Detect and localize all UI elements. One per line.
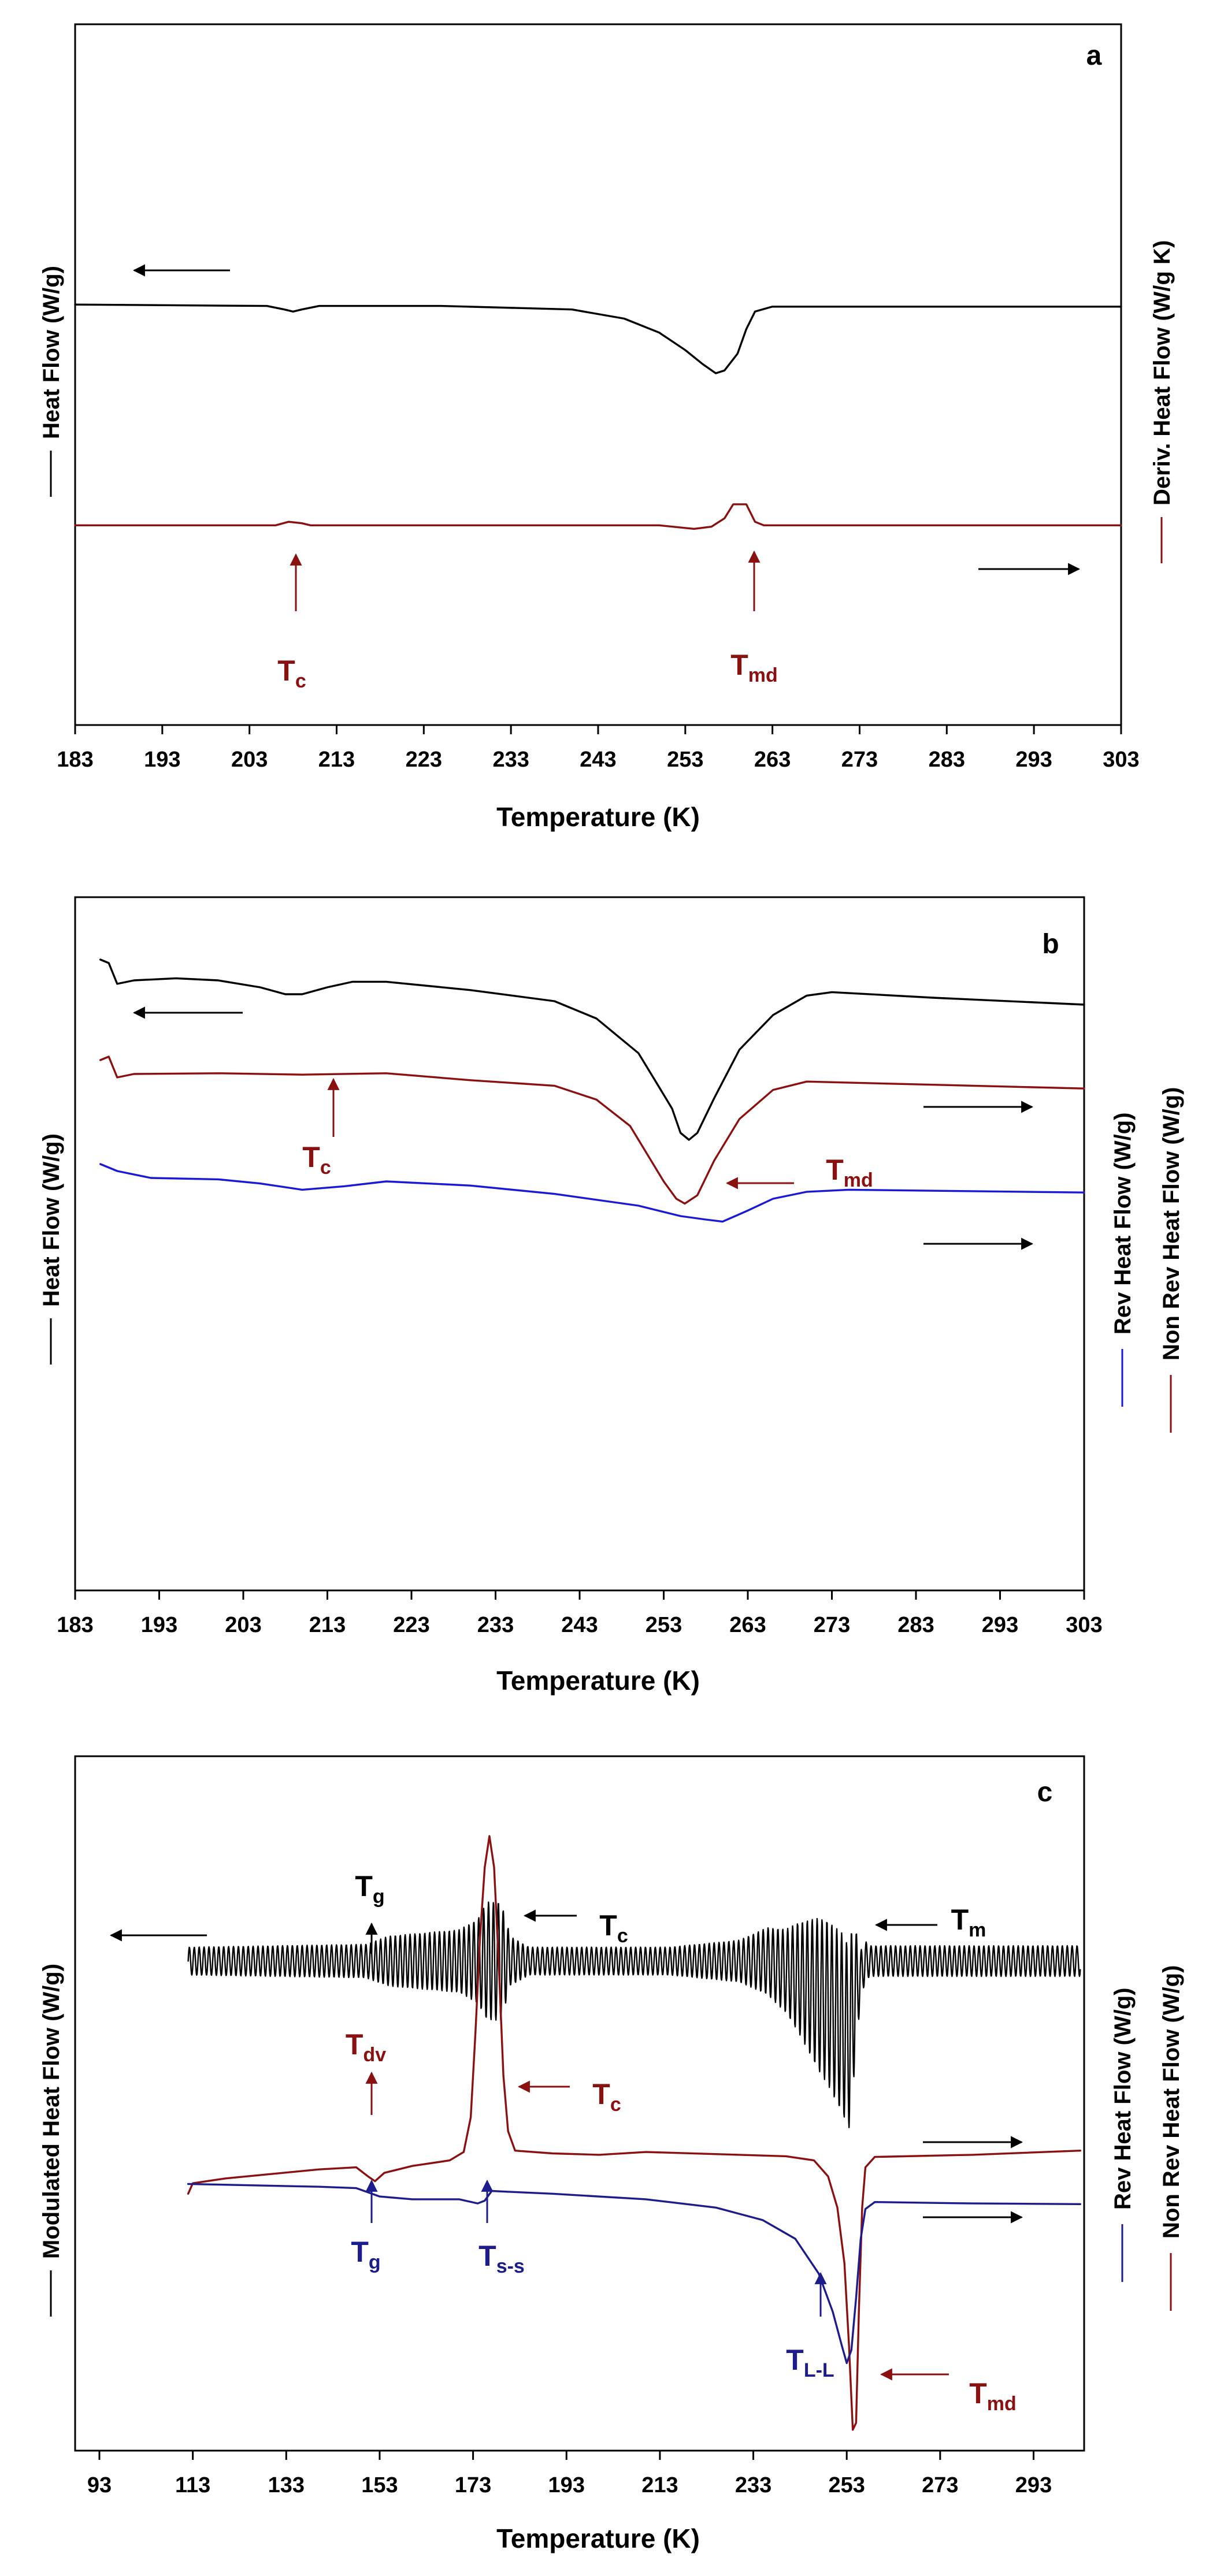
x-tick-label: 243	[561, 1613, 598, 1637]
panel-b: b 183 193 203 213 223 233 243 253 263 273 283 293 30…	[39, 896, 1184, 1696]
panel-b-left-ylabel: Heat Flow (W/g)	[39, 1133, 64, 1365]
series-deriv-heat-flow	[74, 503, 1122, 530]
panel-a-series	[74, 303, 1122, 530]
label-tc-black: Tc	[599, 1909, 628, 1947]
x-tick-label: 173	[455, 2473, 491, 2497]
panel-a-left-ylabel-text: Heat Flow (W/g)	[39, 266, 64, 439]
panel-c: c 93 113 133 153 173 193 213 233 253 273 293 Tempe…	[39, 1755, 1184, 2553]
panel-b-series	[99, 958, 1085, 1223]
x-tick-label: 193	[144, 748, 180, 772]
series-non-rev-heat-flow	[187, 1835, 1081, 2431]
label-tc-b: Tc	[302, 1141, 331, 1179]
series-non-rev-heat-flow	[99, 1055, 1085, 1205]
panel-b-nonrev-ylabel: Non Rev Heat Flow (W/g)	[1159, 1087, 1184, 1361]
x-tick-label: 133	[268, 2473, 305, 2497]
panel-c-nonrev-ylabel: Non Rev Heat Flow (W/g)	[1159, 1965, 1184, 2239]
panel-c-left-ylabel: Modulated Heat Flow (W/g)	[39, 1964, 64, 2317]
x-tick-label: 113	[175, 2473, 210, 2497]
x-tick-label: 233	[492, 748, 529, 772]
x-tick-label: 213	[641, 2473, 678, 2497]
x-tick-label: 203	[231, 748, 268, 772]
label-tmd-c: Tmd	[969, 2377, 1017, 2415]
panel-a: a 183 193 203 213 223 233 243 253 263 273 283 293 30…	[39, 23, 1175, 832]
x-tick-label: 293	[982, 1613, 1018, 1637]
x-tick-label: 223	[406, 748, 442, 772]
x-tick-label: 233	[477, 1613, 514, 1637]
x-tick-label: 273	[841, 748, 878, 772]
label-tmd-b: Tmd	[826, 1154, 873, 1191]
panel-c-frame	[74, 1755, 1085, 2452]
x-tick-label: 293	[1015, 748, 1052, 772]
x-tick-label: 263	[729, 1613, 766, 1637]
x-tick-label: 193	[548, 2473, 585, 2497]
x-tick-label: 253	[667, 748, 703, 772]
panel-c-rev-ylabel: Rev Heat Flow (W/g)	[1110, 1988, 1136, 2210]
panel-a-right-ylabel-text: Deriv. Heat Flow (W/g K)	[1149, 240, 1175, 505]
panel-b-x-axis-title: Temperature (K)	[496, 1666, 700, 1696]
panel-c-right-ylabels: Rev Heat Flow (W/g) Non Rev Heat Flow (W…	[1110, 1965, 1184, 2311]
panel-c-series	[187, 1835, 1081, 2431]
x-tick-label: 203	[225, 1613, 261, 1637]
panel-c-x-axis-title: Temperature (K)	[496, 2523, 700, 2553]
x-tick-label: 273	[814, 1613, 850, 1637]
label-tc: Tc	[277, 655, 306, 692]
panel-a-right-ylabel: Deriv. Heat Flow (W/g K)	[1149, 240, 1175, 563]
panel-b-left-ylabel-text: Heat Flow (W/g)	[39, 1133, 64, 1307]
series-heat-flow	[74, 303, 1122, 374]
x-tick-label: 93	[87, 2473, 112, 2497]
panel-a-left-ylabel: Heat Flow (W/g)	[39, 266, 64, 497]
panel-b-letter: b	[1042, 929, 1059, 960]
label-tg-black: Tg	[355, 1870, 384, 1908]
x-tick-label: 183	[57, 748, 93, 772]
series-rev-heat-flow	[99, 1163, 1085, 1223]
panel-c-left-ylabel-text: Modulated Heat Flow (W/g)	[39, 1964, 64, 2259]
x-tick-label: 263	[754, 748, 791, 772]
x-tick-label: 213	[318, 748, 355, 772]
panel-a-ticks: 183 193 203 213 223 233 243 253 263 273 283 293 303	[57, 725, 1140, 772]
panel-b-rev-ylabel: Rev Heat Flow (W/g)	[1110, 1113, 1136, 1335]
x-tick-label: 183	[57, 1613, 93, 1637]
x-tick-label: 283	[897, 1613, 934, 1637]
x-tick-label: 273	[922, 2473, 958, 2497]
label-tdv: Tdv	[346, 2028, 386, 2066]
x-tick-label: 303	[1103, 748, 1139, 772]
panel-b-right-ylabels: Rev Heat Flow (W/g) Non Rev Heat Flow (W…	[1110, 1087, 1184, 1433]
series-rev-heat-flow	[187, 2183, 1081, 2365]
label-tc-red: Tc	[592, 2078, 621, 2116]
x-tick-label: 233	[735, 2473, 771, 2497]
x-tick-label: 293	[1015, 2473, 1052, 2497]
series-modulated-heat-flow	[187, 1901, 1081, 2128]
x-tick-label: 303	[1066, 1613, 1102, 1637]
label-tll: TL-L	[786, 2344, 834, 2381]
panel-a-x-axis-title: Temperature (K)	[496, 802, 700, 832]
panel-a-letter: a	[1086, 40, 1102, 71]
series-heat-flow	[99, 958, 1085, 1141]
panel-a-frame	[74, 23, 1122, 726]
x-tick-label: 253	[828, 2473, 865, 2497]
panel-c-ticks: 93 113 133 153 173 193 213 233 253 273 293	[87, 2451, 1052, 2497]
x-tick-label: 223	[393, 1613, 429, 1637]
x-tick-label: 153	[361, 2473, 398, 2497]
label-tmd: Tmd	[730, 649, 778, 686]
label-tm-black: Tm	[951, 1904, 986, 1941]
x-tick-label: 243	[580, 748, 616, 772]
label-tg-navy: Tg	[351, 2236, 380, 2273]
x-tick-label: 193	[141, 1613, 177, 1637]
label-tss: Ts-s	[478, 2240, 525, 2277]
x-tick-label: 253	[646, 1613, 682, 1637]
panel-c-letter: c	[1037, 1777, 1053, 1808]
x-tick-label: 213	[309, 1613, 346, 1637]
x-tick-label: 283	[929, 748, 965, 772]
panel-b-ticks: 183 193 203 213 223 233 243 253 263 273 283 293 303	[57, 1590, 1103, 1637]
